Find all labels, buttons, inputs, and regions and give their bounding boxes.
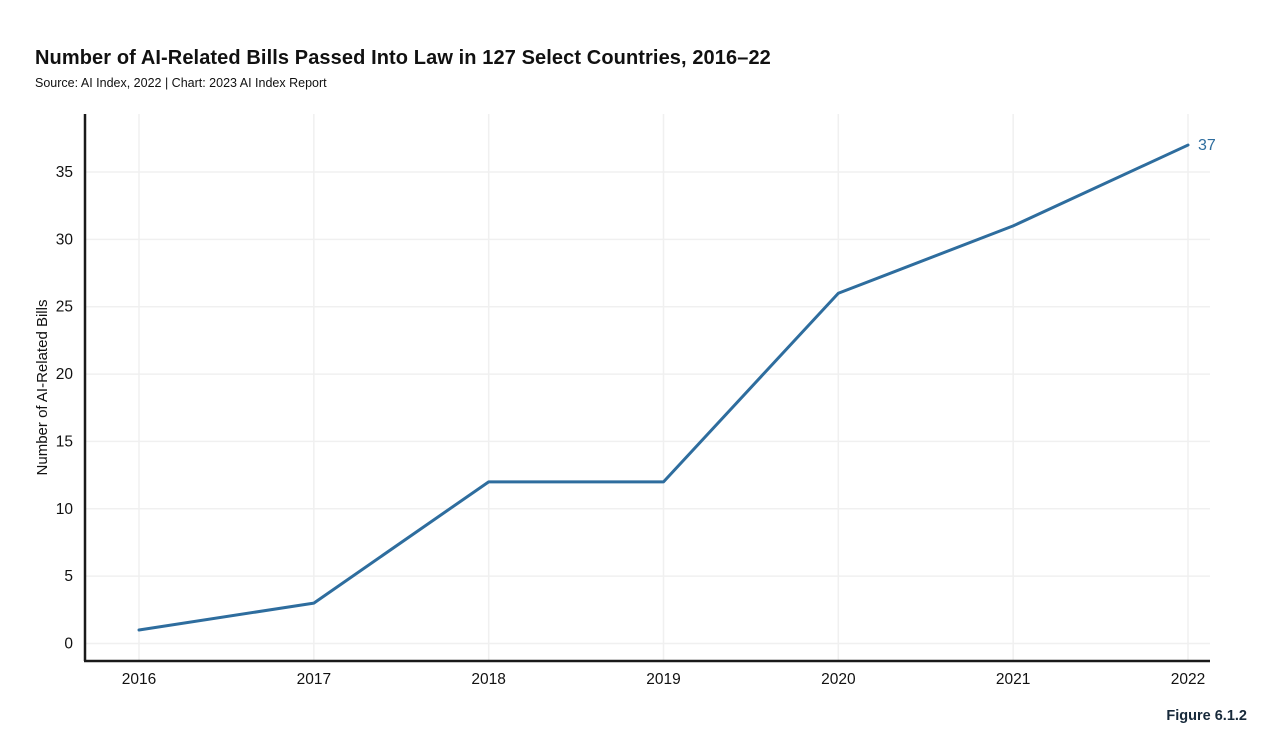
x-tick-label: 2019	[646, 671, 680, 688]
y-tick-label: 0	[64, 636, 73, 653]
y-tick-label: 10	[56, 501, 74, 518]
figure-number-label: Figure 6.1.2	[1166, 708, 1247, 724]
data-line	[137, 143, 1190, 632]
y-tick-label: 20	[56, 366, 74, 383]
y-tick-label: 15	[56, 433, 73, 450]
chart-subtitle: Source: AI Index, 2022 | Chart: 2023 AI …	[35, 76, 327, 90]
x-tick-label: 2021	[996, 671, 1030, 688]
end-value-label: 37	[1198, 137, 1216, 154]
x-tick-label: 2017	[297, 671, 331, 688]
y-tick-label: 35	[56, 164, 73, 181]
y-tick-label: 30	[56, 231, 74, 248]
y-tick-label: 5	[64, 568, 73, 585]
x-tick-label: 2018	[471, 671, 505, 688]
y-axis-title: Number of AI-Related Bills	[34, 300, 51, 476]
chart-title: Number of AI-Related Bills Passed Into L…	[35, 47, 771, 69]
x-tick-label: 2022	[1171, 671, 1205, 688]
x-tick-label: 2016	[122, 671, 156, 688]
x-tick-label: 2020	[821, 671, 856, 688]
y-tick-label: 25	[56, 299, 73, 316]
